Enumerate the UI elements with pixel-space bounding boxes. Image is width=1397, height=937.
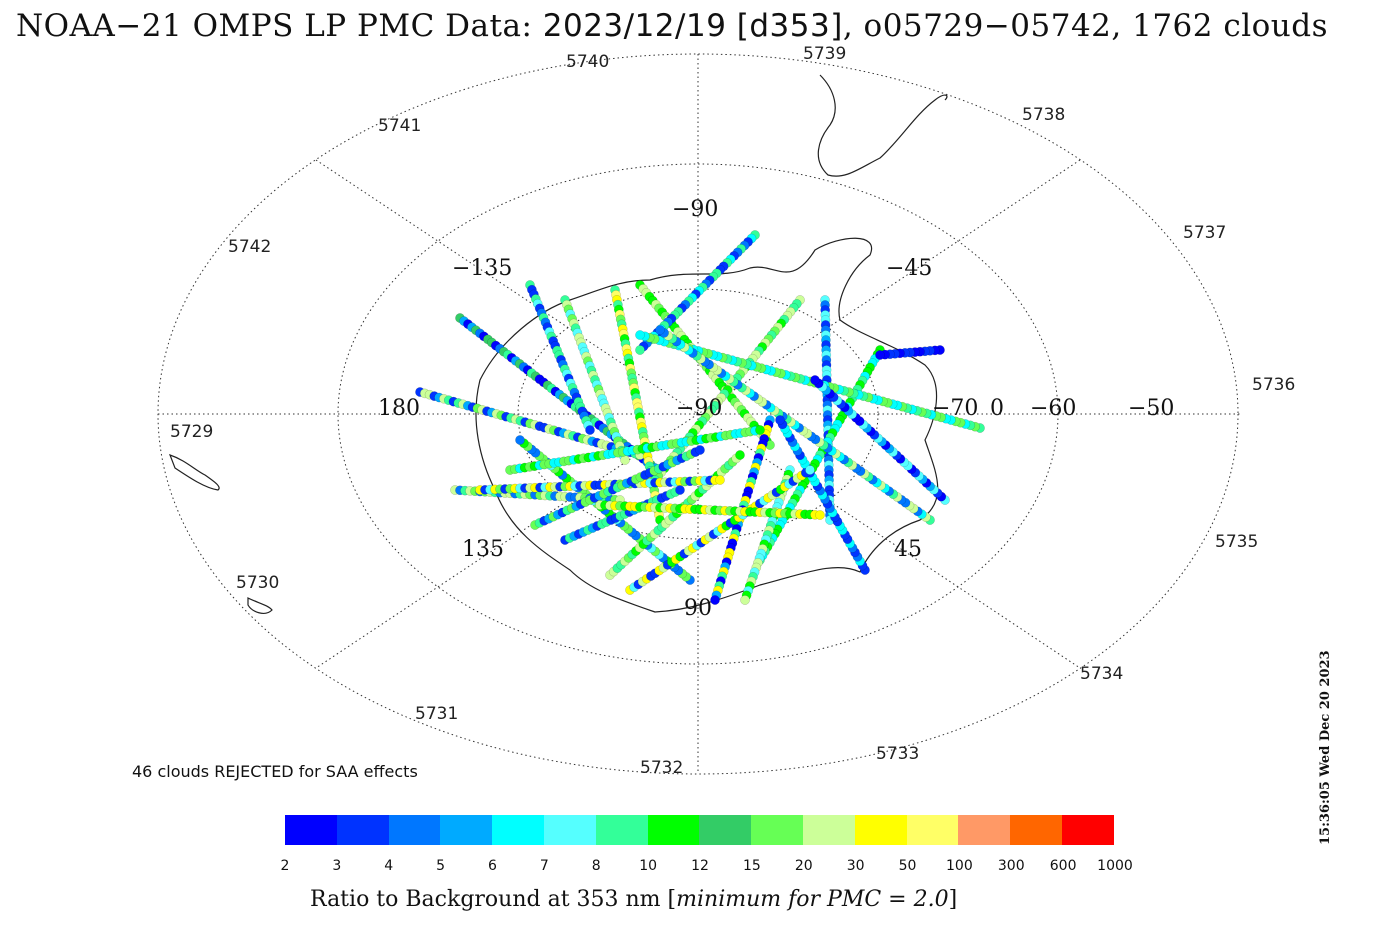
- longitude-label-top: −90: [672, 197, 718, 222]
- orbit-label: 5736: [1252, 375, 1295, 395]
- cloud-point: [515, 435, 525, 445]
- antarctica-coastline: [475, 237, 939, 613]
- colorbar-caption: Ratio to Background at 353 nm [minimum f…: [310, 887, 957, 912]
- title-date-code: 2023/12/19 [d353]: [542, 8, 843, 44]
- orbit-label: 5734: [1080, 664, 1123, 684]
- latitude-label: −60: [1030, 396, 1076, 421]
- colorbar-tick-label: 6: [488, 858, 497, 874]
- colorbar-tick-label: 8: [591, 858, 601, 874]
- colorbar-cell: [802, 815, 855, 845]
- colorbar-tick-label: 15: [742, 858, 761, 874]
- cloud-point: [815, 510, 825, 520]
- colorbar-cell: [440, 815, 493, 845]
- colorbar-tick-label: 600: [1049, 858, 1077, 874]
- colorbar-cell: [336, 815, 389, 845]
- cloud-point: [755, 425, 765, 435]
- title-suffix: , o05729−05742, 1762 clouds: [842, 8, 1329, 44]
- colorbar-tick-label: 12: [691, 858, 709, 874]
- cloud-point: [740, 595, 750, 605]
- orbit-label: 5733: [876, 744, 919, 764]
- longitude-label-right: 0: [990, 396, 1004, 421]
- colorbar: [285, 815, 1114, 845]
- new-zealand-coastline: [168, 454, 220, 491]
- colorbar-caption-italic: minimum for PMC = 2.0: [676, 887, 949, 912]
- colorbar-tick-label: 100: [946, 858, 973, 874]
- colorbar-cell: [543, 815, 596, 845]
- orbit-label: 5740: [566, 52, 609, 72]
- meridian-lines: [158, 54, 1240, 774]
- cloud-point: [710, 595, 720, 605]
- cloud-point: [805, 465, 815, 475]
- colorbar-cell: [1061, 815, 1114, 845]
- colorbar-tick-label: 10: [639, 858, 658, 874]
- colorbar-tick-label: 1000: [1097, 858, 1133, 874]
- colorbar-cell: [751, 815, 803, 845]
- longitude-label-top-right: −45: [886, 256, 932, 281]
- colorbar-tick-label: 2: [280, 858, 290, 874]
- coastlines: [168, 74, 948, 614]
- orbit-label: 5731: [415, 704, 458, 724]
- island-coastline: [247, 597, 273, 614]
- orbit-label: 5741: [378, 116, 421, 136]
- colorbar-cell: [492, 815, 544, 845]
- map-title: NOAA−21 OMPS LP PMC Data: 2023/12/19 [d3…: [16, 8, 1328, 44]
- longitude-label-left: 180: [378, 396, 420, 421]
- colorbar-tick-label: 4: [384, 858, 394, 874]
- cloud-point: [875, 350, 885, 360]
- colorbar-cell: [595, 815, 648, 845]
- cloud-point: [735, 450, 745, 460]
- colorbar-tick-label: 50: [898, 858, 917, 874]
- orbit-labels: 5729 5730 5731 5732 5733 5734 5735 5736 …: [170, 44, 1295, 778]
- orbit-label: 5729: [170, 422, 213, 442]
- orbit-label: 5742: [228, 237, 271, 257]
- cloud-point: [810, 375, 820, 385]
- latitude-label: −50: [1128, 396, 1174, 421]
- orbit-label: 5732: [640, 758, 683, 778]
- coordinate-labels: −90 −135 −45 180 −90 −70 0 −60 −50 135 4…: [378, 197, 1174, 621]
- colorbar-cell: [388, 815, 441, 845]
- colorbar-tick-label: 3: [332, 858, 342, 874]
- cloud-point: [620, 455, 630, 465]
- colorbar-caption-main: Ratio to Background at 353 nm [: [310, 887, 677, 912]
- cloud-point: [585, 425, 595, 435]
- colorbar-cell: [906, 815, 959, 845]
- cloud-point: [775, 415, 785, 425]
- orbit-label: 5737: [1183, 223, 1226, 243]
- orbit-label: 5738: [1022, 105, 1065, 125]
- colorbar-caption-end: ]: [948, 887, 958, 912]
- orbit-label: 5739: [803, 44, 846, 64]
- longitude-label-bottom: 90: [684, 596, 712, 621]
- title-prefix: NOAA−21 OMPS LP PMC Data:: [16, 8, 543, 44]
- colorbar-tick-label: 300: [997, 858, 1025, 874]
- colorbar-ticks: 2 3 4 5 6 7 8 10 12 15 20 30 50 100 300 600 1000: [281, 858, 1133, 878]
- colorbar-cell: [285, 815, 337, 845]
- colorbar-cell: [958, 815, 1011, 845]
- latitude-label: −70: [932, 396, 978, 421]
- longitude-label-bottom-right: 45: [894, 537, 922, 562]
- colorbar-tick-label: 7: [539, 858, 549, 874]
- cloud-point: [695, 445, 705, 455]
- timestamp: 15:36:05 Wed Dec 20 2023: [1318, 650, 1333, 845]
- cloud-point: [675, 485, 685, 495]
- cloud-point: [655, 325, 665, 335]
- longitude-label-center: −90: [676, 396, 722, 421]
- south-america-coastline: [817, 74, 948, 177]
- cloud-point: [635, 330, 645, 340]
- colorbar-tick-label: 30: [846, 858, 865, 874]
- colorbar-cell: [699, 815, 752, 845]
- orbit-label: 5730: [236, 573, 279, 593]
- colorbar-tick-label: 20: [794, 858, 813, 874]
- rejected-note: 46 clouds REJECTED for SAA effects: [132, 762, 418, 781]
- orbit-label: 5735: [1215, 532, 1258, 552]
- cloud-point: [715, 475, 725, 485]
- longitude-label-bottom-left: 135: [462, 537, 504, 562]
- cloud-tracks: [415, 230, 985, 605]
- colorbar-cell: [854, 815, 907, 845]
- colorbar-tick-label: 5: [436, 858, 446, 874]
- longitude-label-top-left: −135: [452, 256, 512, 281]
- colorbar-cell: [1010, 815, 1062, 845]
- colorbar-cell: [647, 815, 700, 845]
- cloud-point: [635, 345, 645, 355]
